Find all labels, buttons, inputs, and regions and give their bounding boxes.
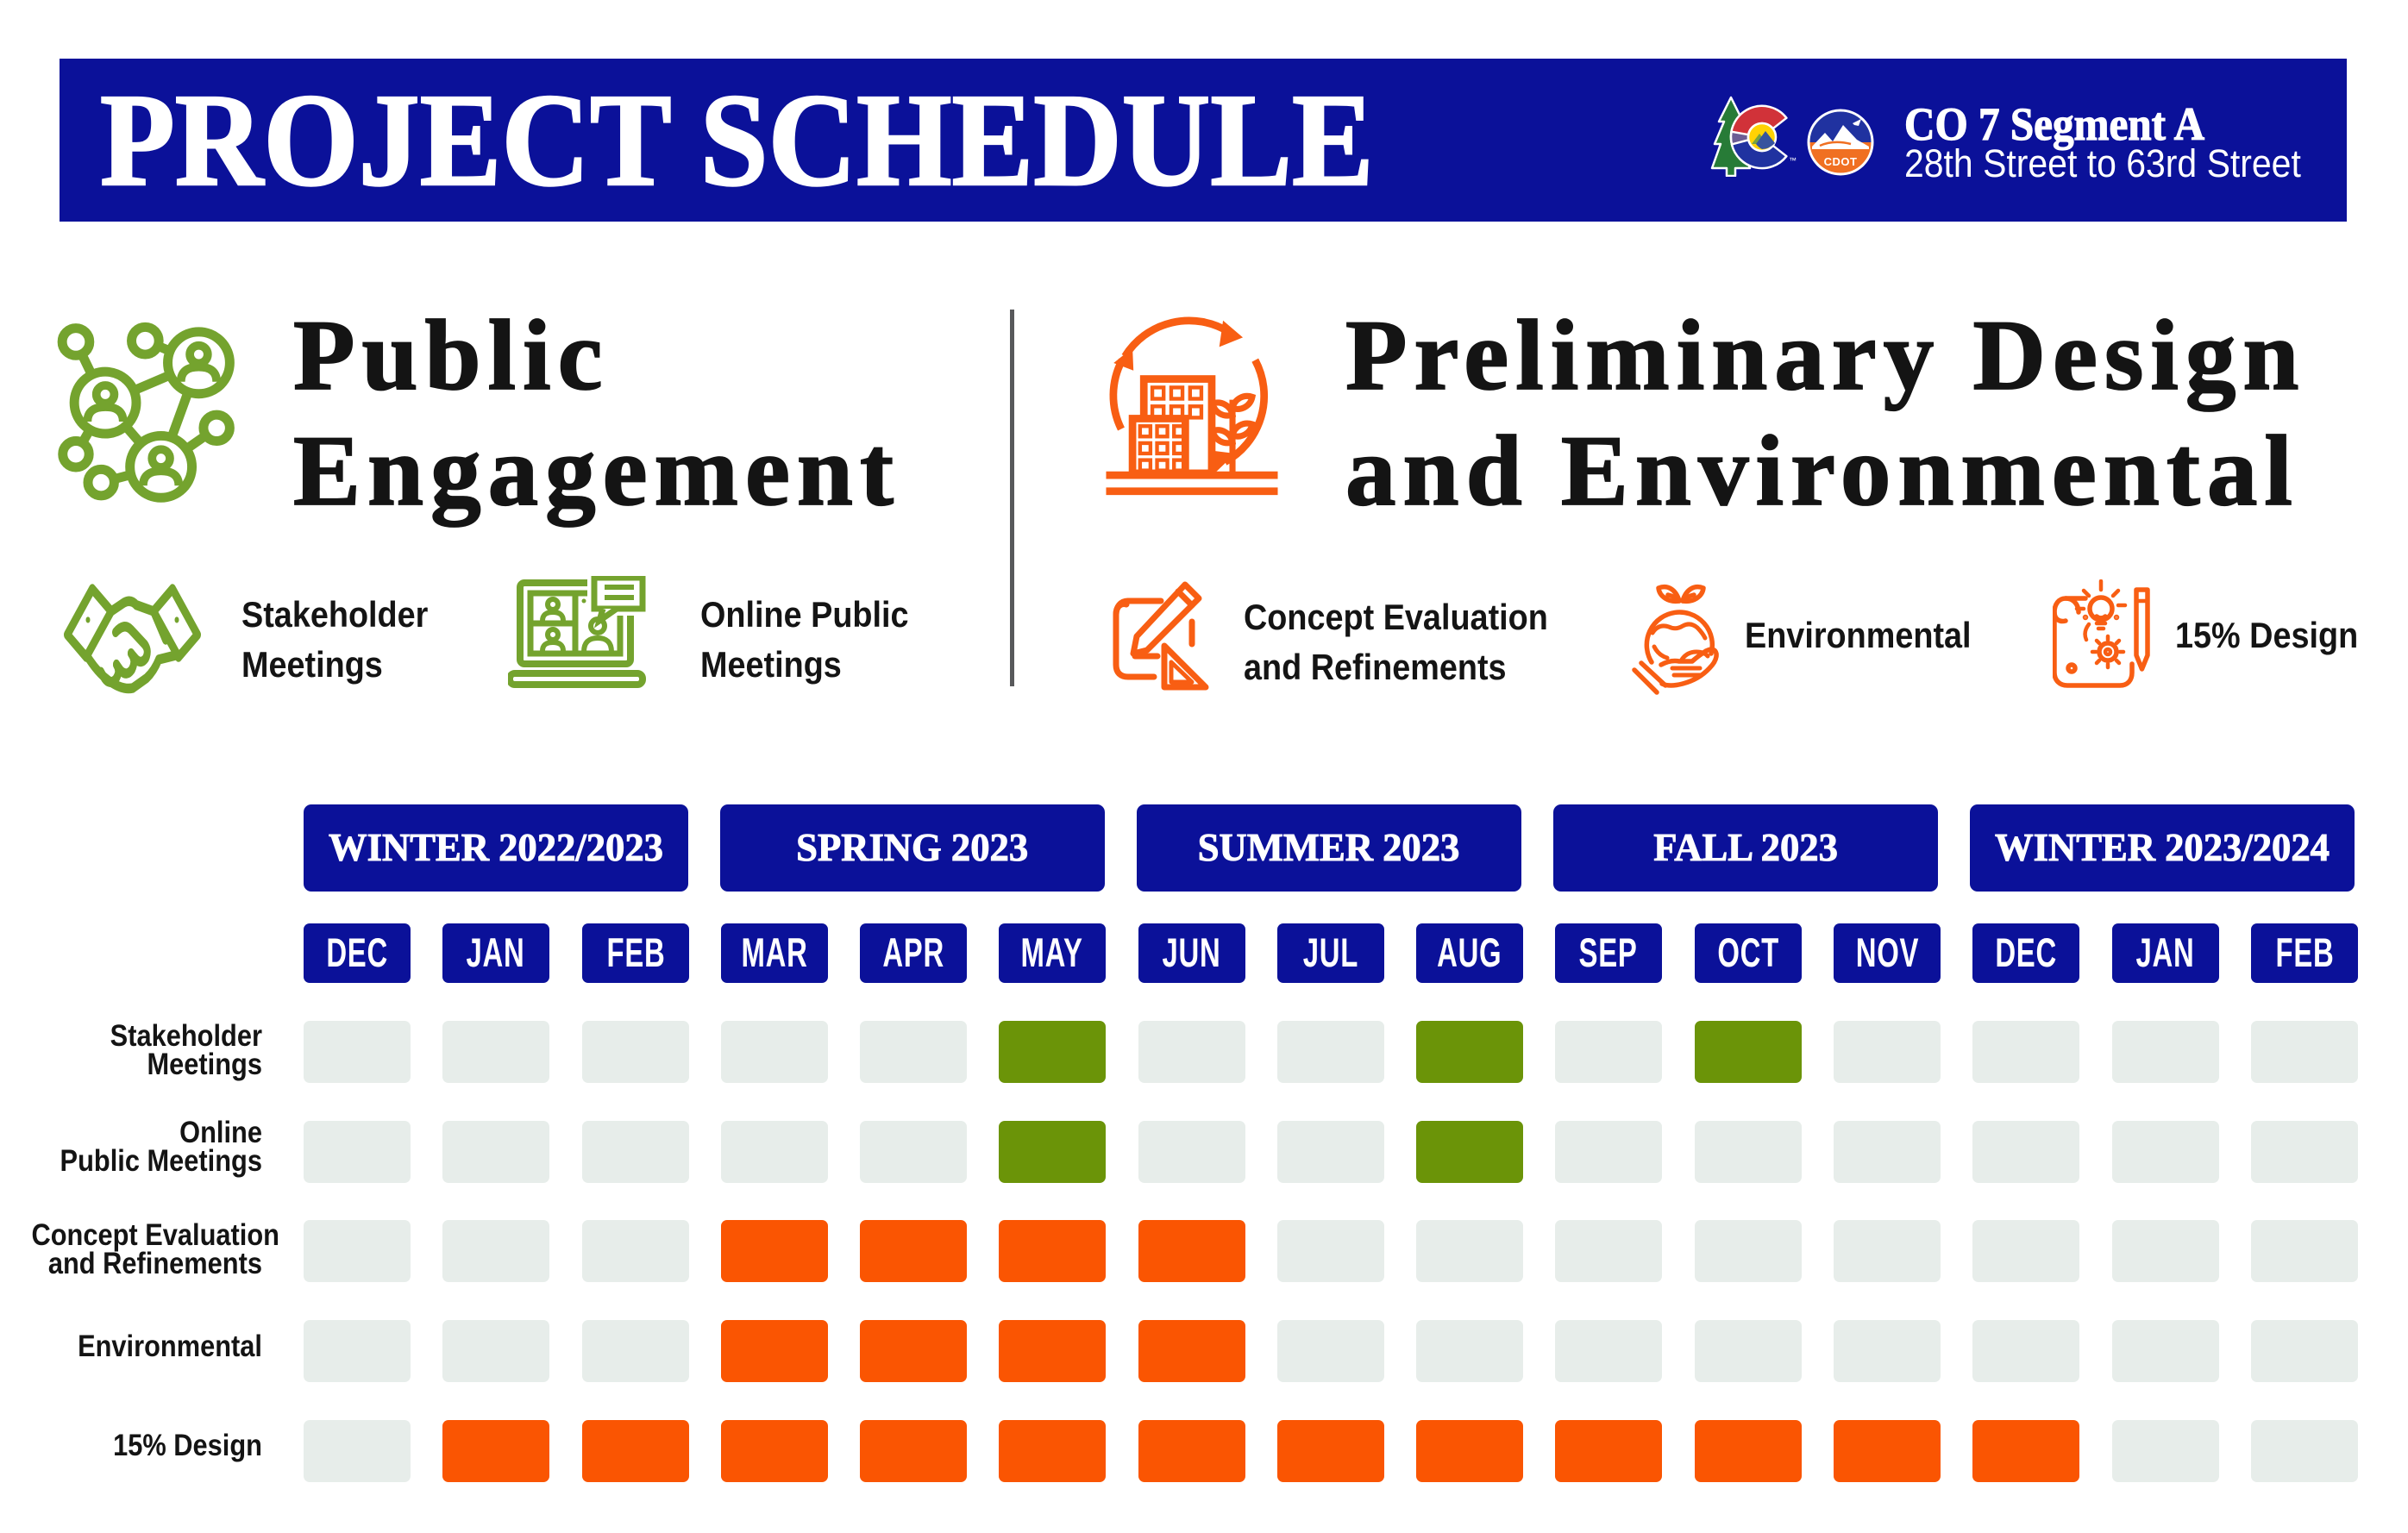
svg-text:™: ™	[1789, 156, 1797, 165]
svg-text:CDOT: CDOT	[1824, 155, 1858, 168]
